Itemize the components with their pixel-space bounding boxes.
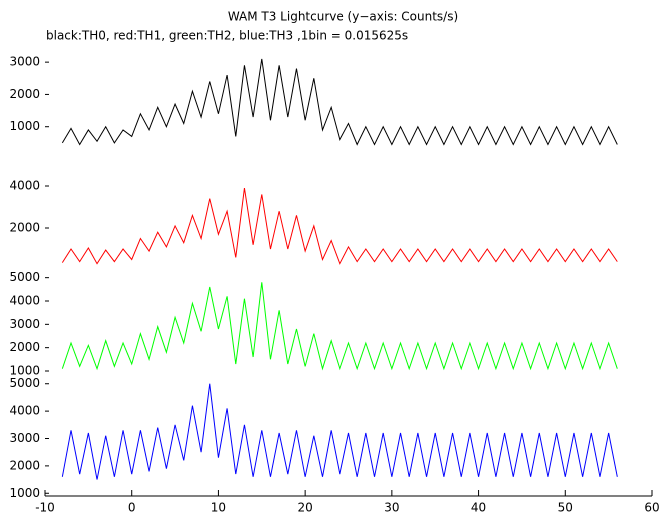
y-tick-label: 2000: [9, 340, 40, 354]
y-tick-label: 2000: [9, 87, 40, 101]
x-tick-label: -10: [35, 501, 55, 515]
y-tick-label: 4000: [9, 404, 40, 418]
y-tick-label: 1000: [9, 486, 40, 500]
y-tick-label: 2000: [9, 458, 40, 472]
x-tick-label: 40: [471, 501, 486, 515]
y-tick-label: 1000: [9, 119, 40, 133]
y-tick-label: 4000: [9, 179, 40, 193]
y-tick-label: 1000: [9, 364, 40, 378]
series-line: [61, 383, 618, 480]
y-tick-label: 2000: [9, 221, 40, 235]
y-tick-label: 3000: [9, 431, 40, 445]
x-tick-label: 10: [211, 501, 226, 515]
chart-title: WAM T3 Lightcurve (y−axis: Counts/s): [228, 10, 458, 24]
y-tick-label: 5000: [9, 270, 40, 284]
x-tick-label: 50: [558, 501, 573, 515]
y-tick-label: 3000: [9, 55, 40, 69]
chart-subtitle: black:TH0, red:TH1, green:TH2, blue:TH3 …: [46, 29, 408, 43]
x-tick-label: 0: [128, 501, 136, 515]
series-line: [61, 188, 618, 265]
y-tick-label: 4000: [9, 294, 40, 308]
x-tick-label: 20: [298, 501, 313, 515]
x-tick-label: 60: [644, 501, 659, 515]
y-tick-label: 3000: [9, 317, 40, 331]
series-line: [61, 282, 618, 371]
series-line: [61, 58, 618, 146]
y-tick-label: 5000: [9, 376, 40, 390]
x-tick-label: 30: [384, 501, 399, 515]
